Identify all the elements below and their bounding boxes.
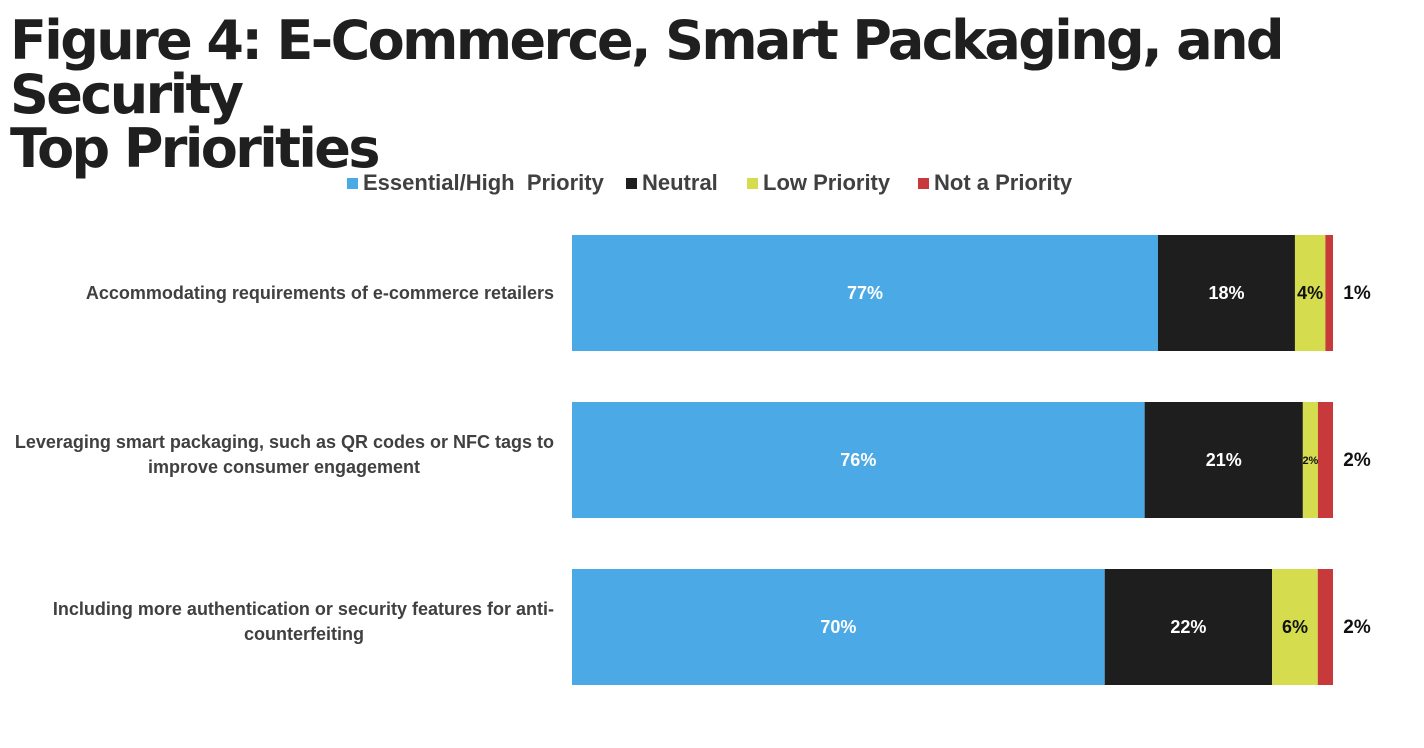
legend-label-low: Low Priority (763, 170, 891, 195)
title-line-2: Top Priorities (10, 117, 380, 180)
value-label-low: 6% (1282, 617, 1308, 637)
bar-segment-not (1317, 402, 1333, 518)
bar-segment-neutral (1157, 235, 1295, 351)
category-label-line: counterfeiting (244, 624, 364, 644)
value-label-essential: 76% (840, 450, 876, 470)
category-label-line: improve consumer engagement (148, 457, 420, 477)
chart-legend: Essential/High Priority Neutral Low Prio… (0, 168, 1424, 198)
bar-segment-essential (572, 402, 1145, 518)
category-label: Including more authentication or securit… (53, 599, 554, 644)
bar-segment-not (1325, 235, 1333, 351)
category-label: Accommodating requirements of e-commerce… (86, 283, 554, 303)
value-label-essential: 70% (820, 617, 856, 637)
category-label-line: Including more authentication or securit… (53, 599, 554, 619)
bar-segment-essential (572, 569, 1105, 685)
legend-swatch-low (747, 177, 758, 189)
bar-segment-low (1272, 569, 1318, 685)
legend-item-low: Low Priority (747, 168, 890, 198)
value-label-neutral: 22% (1170, 617, 1206, 637)
bar-segment-low (1294, 235, 1326, 351)
legend-label-neutral: Neutral (642, 170, 718, 195)
legend-label-not: Not a Priority (934, 170, 1073, 195)
category-label: Leveraging smart packaging, such as QR c… (15, 432, 554, 477)
legend-item-not: Not a Priority (918, 168, 1072, 198)
legend-label-essential: Essential/High Priority (363, 170, 604, 195)
category-label-line: Leveraging smart packaging, such as QR c… (15, 432, 554, 452)
bar-segment-neutral (1144, 402, 1303, 518)
legend-item-neutral: Neutral (626, 168, 718, 198)
legend-swatch-neutral (626, 177, 637, 189)
value-label-not: 1% (1343, 283, 1371, 304)
legend-item-essential: Essential/High Priority (347, 168, 604, 198)
value-label-low: 2% (1302, 455, 1318, 467)
title-line-1: Figure 4: E-Commerce, Smart Packaging, a… (10, 9, 1285, 126)
bar-segment-essential (572, 235, 1158, 351)
value-label-not: 2% (1343, 617, 1371, 638)
value-label-essential: 77% (847, 283, 883, 303)
bar-segment-low (1302, 402, 1318, 518)
value-label-not: 2% (1343, 450, 1371, 471)
legend-swatch-not (918, 177, 929, 189)
value-label-neutral: 21% (1206, 450, 1242, 470)
bar-segment-not (1317, 569, 1333, 685)
page-title: Figure 4: E-Commerce, Smart Packaging, a… (10, 14, 1410, 176)
value-label-low: 4% (1297, 283, 1323, 303)
bar-segment-neutral (1104, 569, 1273, 685)
value-label-neutral: 18% (1208, 283, 1244, 303)
legend-swatch-essential (347, 177, 358, 189)
